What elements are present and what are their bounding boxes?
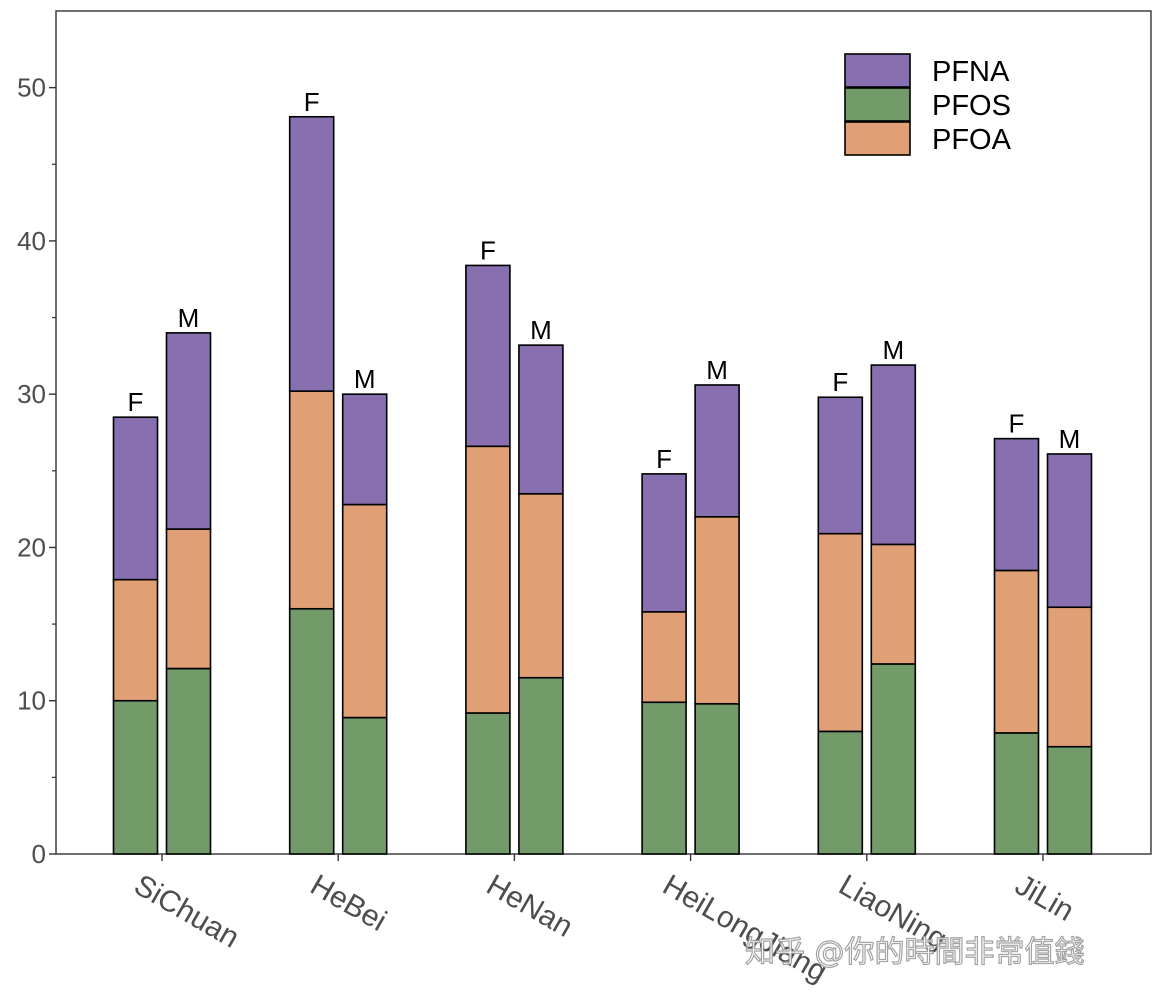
watermark-text: 知乎 @你的時間非常值錢 <box>745 935 1085 970</box>
bar-group-label: M <box>530 315 552 345</box>
bar-pfos-jilin-m <box>1046 745 1093 855</box>
bar-pfos-liaoning-m <box>870 663 917 855</box>
bar-group-label: M <box>1059 424 1081 454</box>
bar-pfoa-jilin-m <box>1046 606 1093 748</box>
y-tick-label: 0 <box>32 839 46 869</box>
bar-pfna-henan-m <box>518 344 564 495</box>
bar-group-label: F <box>656 444 672 474</box>
bar-pfoa-henan-f <box>465 445 511 714</box>
bar-pfos-henan-f <box>465 712 511 855</box>
bar-pfos-heilongjiang-m <box>694 702 740 855</box>
axes: 0 10 20 30 40 50 <box>17 10 1152 869</box>
bar-pfoa-liaoning-m <box>870 543 917 665</box>
bar-pfoa-hebei-m <box>341 503 388 719</box>
bar-pfoa-henan-m <box>518 493 564 679</box>
x-category-label: HeiLongJiang <box>657 868 832 988</box>
bar-pfoa-heilongjiang-m <box>694 515 740 705</box>
legend-swatch-pfoa <box>844 121 911 156</box>
y-tick-label: 20 <box>17 532 46 562</box>
bar-group-label: M <box>354 364 376 394</box>
bar-group-label: M <box>882 335 904 365</box>
y-tick-label: 50 <box>17 73 46 103</box>
bar-pfna-jilin-m <box>1046 453 1093 609</box>
bar-pfos-jilin-f <box>993 732 1040 855</box>
bar-pfoa-hebei-f <box>288 390 335 610</box>
y-tick-label: 30 <box>17 379 46 409</box>
bar-group-label: F <box>480 235 496 265</box>
bar-group-label: F <box>832 367 848 397</box>
bar-pfos-hebei-m <box>341 716 388 855</box>
bar-pfoa-liaoning-f <box>817 532 864 733</box>
bar-pfoa-sichuan-f <box>112 578 159 702</box>
bar-group-label: F <box>128 387 144 417</box>
bar-pfos-sichuan-m <box>165 667 212 855</box>
x-axis-category-labels: SiChuan HeBei HeNan HeiLongJiang LiaoNing JiL… <box>129 868 1080 988</box>
bar-group-label: F <box>304 87 320 117</box>
bar-pfna-hebei-f <box>288 115 335 392</box>
y-tick-label: 40 <box>17 226 46 256</box>
legend-label-pfna: PFNA <box>932 56 1010 88</box>
bar-pfna-liaoning-f <box>817 396 864 535</box>
bar-pfoa-sichuan-m <box>165 528 212 670</box>
bar-pfos-heilongjiang-f <box>641 701 687 855</box>
bar-group-labels: F M F M F M F M F M F M <box>128 87 1081 474</box>
bar-pfos-henan-m <box>518 676 564 855</box>
bar-group-label: M <box>706 355 728 385</box>
legend-swatch-pfna <box>844 53 911 88</box>
bar-pfna-sichuan-m <box>165 332 212 530</box>
plot-frame <box>55 10 1152 855</box>
bar-pfna-hebei-m <box>341 393 388 506</box>
x-category-label: SiChuan <box>129 868 245 954</box>
x-category-label: HeBei <box>305 868 392 937</box>
bar-pfna-heilongjiang-m <box>694 384 740 518</box>
bar-pfna-liaoning-m <box>870 364 917 546</box>
bar-pfos-liaoning-f <box>817 730 864 855</box>
legend-swatch-pfos <box>844 87 911 122</box>
legend-label-pfos: PFOS <box>932 90 1011 122</box>
bar-group-label: M <box>178 303 200 333</box>
bar-group-label: F <box>1009 409 1025 439</box>
bar-pfos-hebei-f <box>288 607 335 855</box>
legend-label-pfoa: PFOA <box>932 124 1012 156</box>
bar-pfos-sichuan-f <box>112 699 159 855</box>
y-tick-label: 10 <box>17 686 46 716</box>
bar-pfna-jilin-f <box>993 437 1040 572</box>
x-category-label: JiLin <box>1010 868 1080 927</box>
bar-pfoa-heilongjiang-f <box>641 611 687 704</box>
bars <box>112 115 1093 855</box>
bar-pfna-sichuan-f <box>112 416 159 581</box>
x-category-label: HeNan <box>481 868 578 943</box>
bar-pfna-heilongjiang-f <box>641 473 687 613</box>
bar-pfna-henan-f <box>465 264 511 448</box>
bar-pfoa-jilin-f <box>993 569 1040 734</box>
